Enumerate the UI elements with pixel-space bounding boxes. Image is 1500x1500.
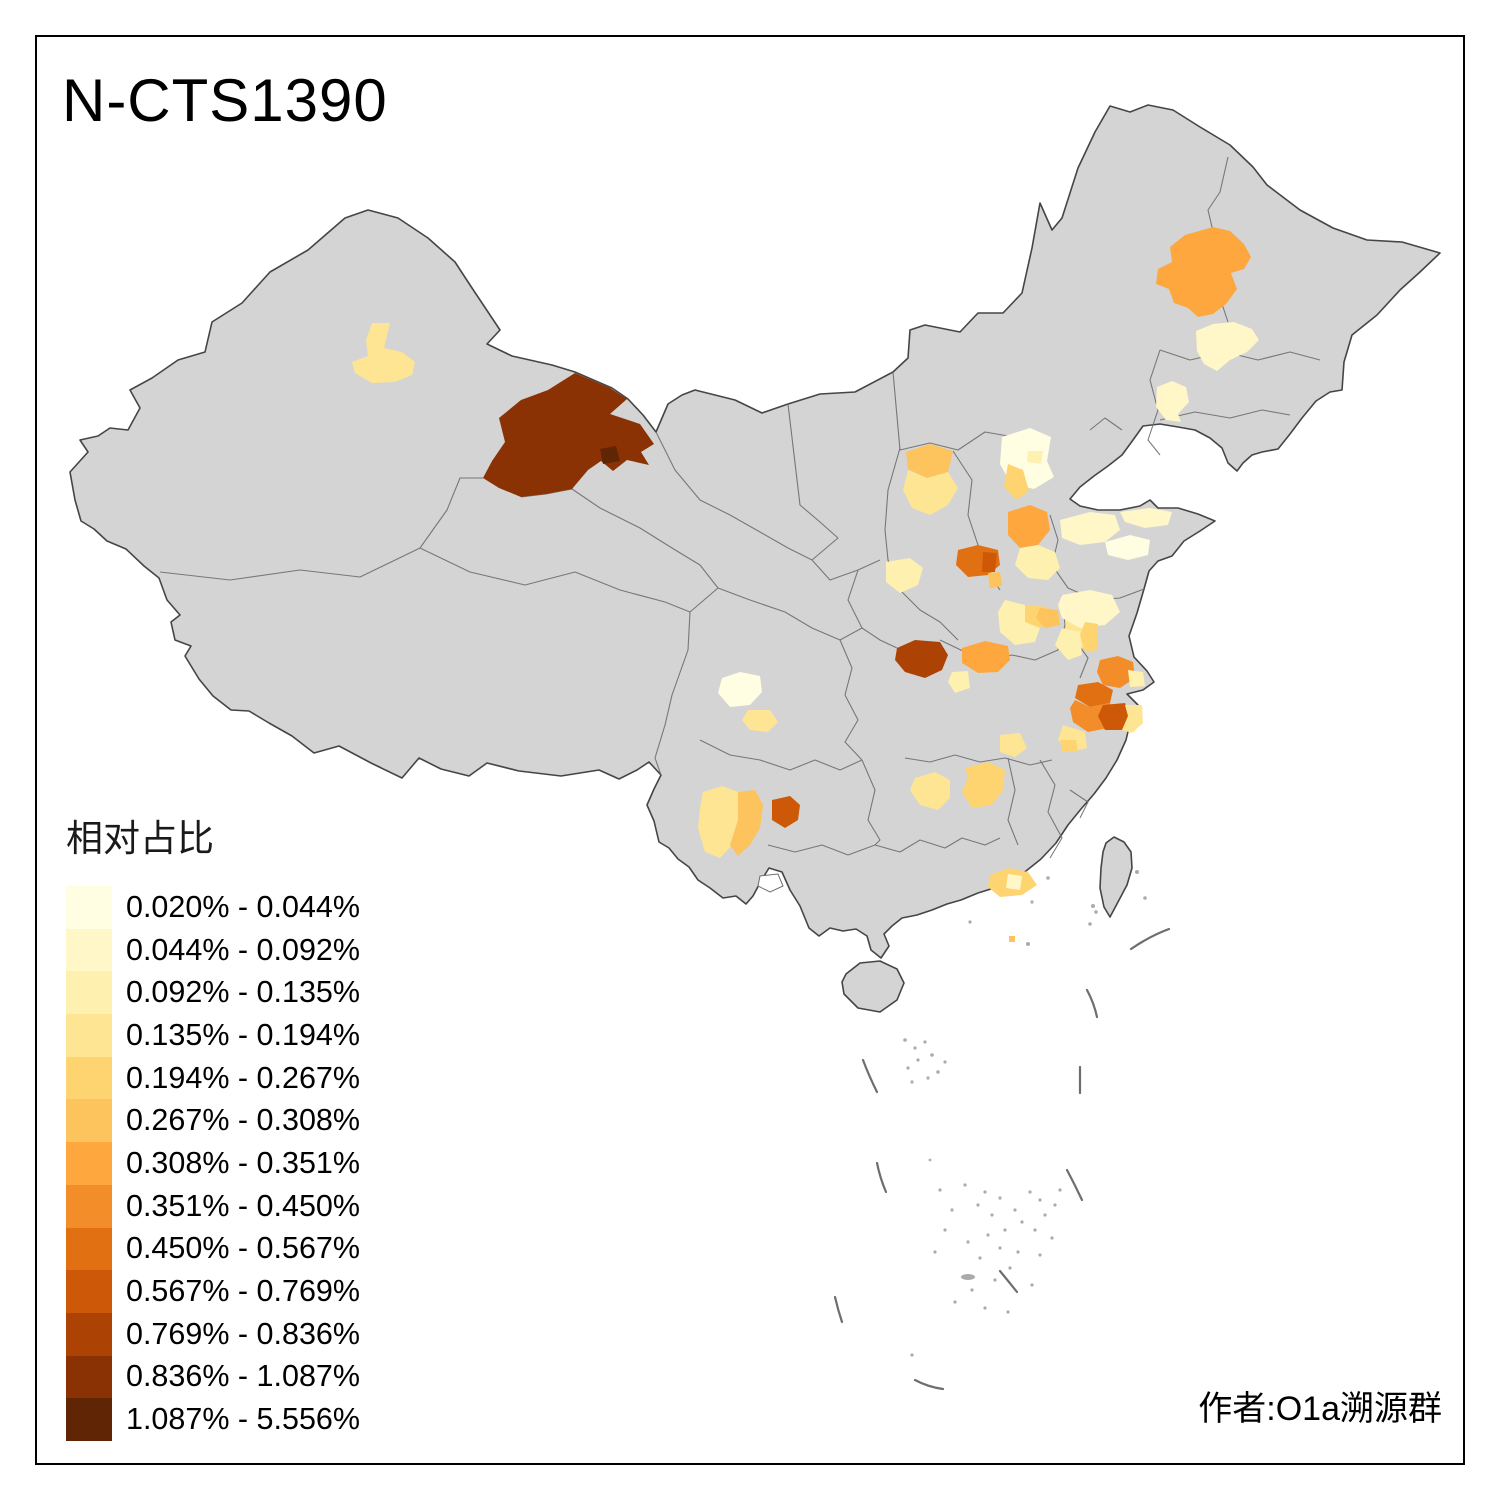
colored-region: [730, 790, 763, 856]
legend-row: 0.769% - 0.836%: [66, 1312, 360, 1356]
colored-region: [1009, 936, 1015, 942]
mainland-outline: [69, 104, 1441, 959]
colored-region: [1006, 874, 1022, 890]
colored-region: [757, 873, 784, 893]
legend-range-label: 0.267% - 0.308%: [126, 1103, 360, 1138]
legend-color-swatch: [66, 928, 112, 972]
colored-region: [910, 772, 950, 810]
legend-range-label: 1.087% - 5.556%: [126, 1402, 360, 1437]
colored-region: [718, 672, 762, 707]
colored-region: [1080, 622, 1098, 652]
legend-color-swatch: [66, 1355, 112, 1399]
colored-region: [1015, 545, 1060, 580]
legend-row: 0.044% - 0.092%: [66, 928, 360, 972]
colored-region: [742, 710, 778, 732]
colored-region: [906, 444, 953, 478]
colored-region: [1027, 451, 1043, 464]
legend-color-swatch: [66, 1398, 112, 1441]
colored-region: [895, 640, 948, 678]
legend-range-label: 0.135% - 0.194%: [126, 1017, 360, 1052]
legend-color-swatch: [66, 1056, 112, 1100]
colored-region: [1004, 464, 1029, 500]
colored-region: [1128, 670, 1145, 687]
legend-color-swatch: [66, 1270, 112, 1313]
colored-region: [988, 572, 1002, 588]
legend-range-label: 0.092% - 0.135%: [126, 975, 360, 1010]
legend-row: 0.308% - 0.351%: [66, 1142, 360, 1185]
legend-range-label: 0.194% - 0.267%: [126, 1060, 360, 1095]
colored-region: [1008, 505, 1050, 548]
legend-range-label: 0.308% - 0.351%: [126, 1145, 360, 1180]
legend-row: 1.087% - 5.556%: [66, 1398, 360, 1441]
colored-region: [1036, 608, 1060, 628]
colored-region: [1156, 381, 1189, 422]
legend: 相对占比 0.020% - 0.044% 0.044% - 0.092% 0.092…: [66, 808, 360, 1441]
colored-region: [1098, 703, 1130, 730]
map-title: N-CTS1390: [62, 67, 388, 134]
legend-range-label: 0.020% - 0.044%: [126, 889, 360, 924]
colored-region: [600, 446, 620, 464]
colored-region: [352, 323, 415, 383]
colored-region: [1097, 656, 1135, 688]
colored-region: [1055, 628, 1082, 660]
legend-color-swatch: [66, 1099, 112, 1143]
colored-region: [698, 786, 740, 858]
legend-color-swatch: [66, 886, 112, 929]
legend-range-label: 0.450% - 0.567%: [126, 1231, 360, 1266]
legend-range-label: 0.769% - 0.836%: [126, 1316, 360, 1351]
legend-color-swatch: [66, 1312, 112, 1356]
mainland-china: [69, 104, 1441, 1013]
colored-region: [1060, 740, 1078, 752]
colored-region: [1075, 682, 1113, 707]
hainan-island: [841, 960, 905, 1013]
colored-region: [1120, 508, 1172, 528]
attribution-text: 作者:O1a溯源群: [1198, 1390, 1442, 1428]
legend-row: 0.567% - 0.769%: [66, 1270, 360, 1313]
legend-row: 0.135% - 0.194%: [66, 1014, 360, 1057]
colored-region: [772, 796, 800, 828]
legend-color-swatch: [66, 1142, 112, 1185]
colored-region: [1105, 535, 1150, 560]
colored-region: [948, 671, 970, 693]
colored-region: [1156, 227, 1251, 317]
colored-region: [1000, 733, 1027, 757]
legend-range-label: 0.567% - 0.769%: [126, 1274, 360, 1309]
south-china-sea-islands: [903, 870, 1147, 1357]
legend-row: 0.836% - 1.087%: [66, 1355, 360, 1399]
legend-row: 0.450% - 0.567%: [66, 1227, 360, 1271]
legend-range-label: 0.351% - 0.450%: [126, 1188, 360, 1223]
legend-row: 0.194% - 0.267%: [66, 1056, 360, 1100]
colored-region: [483, 373, 654, 497]
colored-region: [962, 762, 1005, 808]
legend-range-label: 0.836% - 1.087%: [126, 1359, 360, 1394]
legend-range-label: 0.044% - 0.092%: [126, 932, 360, 967]
colored-region: [1122, 705, 1143, 733]
colored-region: [1060, 512, 1120, 545]
prefecture-regions: [352, 227, 1259, 942]
legend-title: 相对占比: [66, 818, 214, 859]
legend-row: 0.092% - 0.135%: [66, 971, 360, 1015]
nine-dash-line: [833, 927, 1171, 1391]
legend-row: 0.267% - 0.308%: [66, 1099, 360, 1143]
legend-color-swatch: [66, 1227, 112, 1271]
colored-region: [1058, 590, 1120, 628]
colored-region: [903, 470, 958, 515]
legend-color-swatch: [66, 1014, 112, 1057]
legend-color-swatch: [66, 1184, 112, 1228]
colored-region: [998, 600, 1040, 645]
colored-region: [886, 558, 923, 593]
legend-row: 0.351% - 0.450%: [66, 1184, 360, 1228]
colored-region: [1196, 322, 1259, 371]
legend-classes: 0.020% - 0.044% 0.044% - 0.092% 0.092% - 0…: [66, 886, 360, 1441]
taiwan-island: [1099, 836, 1133, 918]
legend-color-swatch: [66, 971, 112, 1015]
legend-row: 0.020% - 0.044%: [66, 886, 360, 929]
colored-region: [982, 552, 997, 572]
colored-region: [962, 641, 1010, 673]
